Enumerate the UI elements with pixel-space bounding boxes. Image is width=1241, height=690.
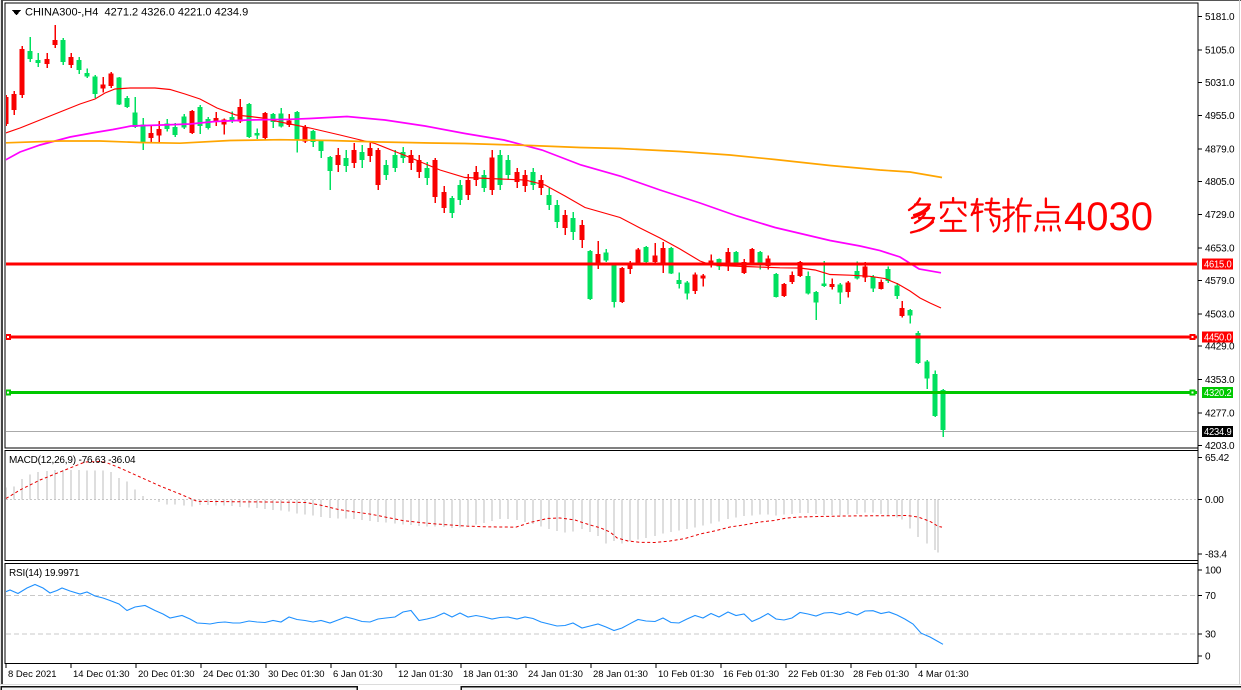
svg-text:MACD(12,26,9) -76.63 -36.04: MACD(12,26,9) -76.63 -36.04 — [9, 455, 136, 466]
svg-text:4879.0: 4879.0 — [1205, 145, 1235, 156]
svg-text:5031.0: 5031.0 — [1205, 78, 1235, 89]
svg-text:RSI(14) 19.9971: RSI(14) 19.9971 — [9, 568, 80, 579]
svg-text:70: 70 — [1205, 591, 1216, 602]
svg-text:4615.0: 4615.0 — [1204, 260, 1232, 271]
svg-text:10 Feb 01:30: 10 Feb 01:30 — [658, 669, 714, 680]
svg-text:4353.0: 4353.0 — [1205, 375, 1235, 386]
svg-text:16 Feb 01:30: 16 Feb 01:30 — [723, 669, 779, 680]
svg-text:8 Dec 2021: 8 Dec 2021 — [8, 669, 57, 680]
svg-text:4579.0: 4579.0 — [1205, 276, 1235, 287]
svg-text:4653.0: 4653.0 — [1205, 244, 1235, 255]
svg-text:4 Mar 01:30: 4 Mar 01:30 — [918, 669, 969, 680]
svg-text:14 Dec 01:30: 14 Dec 01:30 — [73, 669, 130, 680]
svg-text:5181.0: 5181.0 — [1205, 12, 1235, 23]
svg-text:4234.9: 4234.9 — [1204, 427, 1232, 438]
svg-text:6 Jan 01:30: 6 Jan 01:30 — [333, 669, 383, 680]
svg-text:4320.2: 4320.2 — [1204, 388, 1232, 399]
svg-text:0.00: 0.00 — [1205, 495, 1224, 506]
svg-text:4030: 4030 — [1064, 195, 1153, 239]
svg-text:18 Jan 01:30: 18 Jan 01:30 — [463, 669, 518, 680]
svg-text:4203.0: 4203.0 — [1205, 441, 1235, 452]
svg-text:4729.0: 4729.0 — [1205, 210, 1235, 221]
svg-text:4429.0: 4429.0 — [1205, 342, 1235, 353]
svg-text:4277.0: 4277.0 — [1205, 408, 1235, 419]
svg-text:100: 100 — [1205, 566, 1222, 577]
svg-text:12 Jan 01:30: 12 Jan 01:30 — [398, 669, 453, 680]
svg-text:22 Feb 01:30: 22 Feb 01:30 — [788, 669, 844, 680]
svg-text:4805.0: 4805.0 — [1205, 177, 1235, 188]
svg-text:65.42: 65.42 — [1205, 453, 1230, 464]
svg-text:30: 30 — [1205, 630, 1216, 641]
svg-text:30 Dec 01:30: 30 Dec 01:30 — [268, 669, 325, 680]
svg-text:-83.4: -83.4 — [1205, 550, 1227, 561]
svg-text:20 Dec 01:30: 20 Dec 01:30 — [138, 669, 195, 680]
svg-text:28 Jan 01:30: 28 Jan 01:30 — [593, 669, 648, 680]
svg-text:CHINA300-,H4 4271.2 4326.0 42: CHINA300-,H4 4271.2 4326.0 4221.0 4234.9 — [25, 7, 248, 19]
svg-text:24 Dec 01:30: 24 Dec 01:30 — [203, 669, 260, 680]
svg-text:4955.0: 4955.0 — [1205, 111, 1235, 122]
svg-text:4503.0: 4503.0 — [1205, 309, 1235, 320]
svg-text:5105.0: 5105.0 — [1205, 45, 1235, 56]
svg-text:0: 0 — [1205, 652, 1211, 663]
svg-text:28 Feb 01:30: 28 Feb 01:30 — [853, 669, 909, 680]
svg-text:24 Jan 01:30: 24 Jan 01:30 — [528, 669, 583, 680]
svg-text:4450.0: 4450.0 — [1204, 333, 1232, 344]
